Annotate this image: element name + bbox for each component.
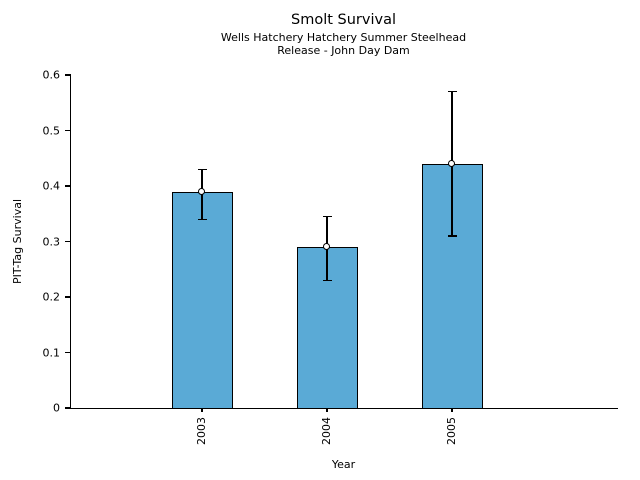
point-marker-2003 (198, 187, 206, 195)
x-tick-2005 (451, 408, 453, 412)
bar-2003 (171, 191, 233, 408)
x-tick-label-2005: 2005 (445, 417, 458, 445)
plot-area: 0 0.1 0.2 0.3 0.4 0.5 0.6 2003 2004 2005 (43, 70, 618, 445)
y-axis-label-wrap: PIT-Tag Survival (8, 75, 26, 408)
y-tick-label: 0.3 (42, 235, 61, 248)
y-tick (65, 129, 71, 132)
error-bar-cap-top-2005 (447, 90, 457, 93)
y-tick (65, 351, 71, 354)
bar-2005 (421, 163, 483, 408)
y-tick (65, 240, 71, 243)
y-tick-label: 0 (53, 401, 60, 415)
point-marker-2004 (323, 243, 331, 251)
error-bar-cap-bottom-2003 (197, 218, 207, 221)
error-bar-cap-top-2004 (322, 215, 332, 218)
error-bar-cap-top-2003 (197, 168, 207, 171)
point-marker-2005 (448, 159, 456, 167)
y-tick-label: 0.5 (42, 124, 61, 137)
y-tick-label: 0.2 (42, 290, 61, 304)
x-tick-label-2004: 2004 (320, 417, 333, 445)
y-tick (65, 296, 71, 298)
x-axis-label: Year (331, 458, 356, 471)
y-tick (65, 185, 71, 187)
x-tick-2004 (326, 408, 328, 412)
y-tick-label: 0.1 (42, 346, 61, 359)
y-axis-label: PIT-Tag Survival (10, 198, 24, 284)
error-bar-cap-bottom-2005 (447, 235, 457, 237)
error-bar-cap-bottom-2004 (322, 279, 332, 282)
chart-subtitle-line2: Release - John Day Dam (277, 44, 410, 57)
chart-subtitle-line1: Wells Hatchery Hatchery Summer Steelhead (220, 31, 467, 44)
y-tick-label: 0.6 (42, 68, 61, 82)
x-tick-label-2003: 2003 (195, 417, 208, 445)
y-tick (65, 74, 71, 76)
chart-title: Smolt Survival (291, 12, 396, 28)
chart-header: Smolt Survival Wells Hatchery Hatchery S… (70, 11, 617, 57)
y-tick-label: 0.4 (42, 179, 61, 193)
x-tick-2003 (201, 408, 203, 412)
y-tick (65, 407, 71, 409)
